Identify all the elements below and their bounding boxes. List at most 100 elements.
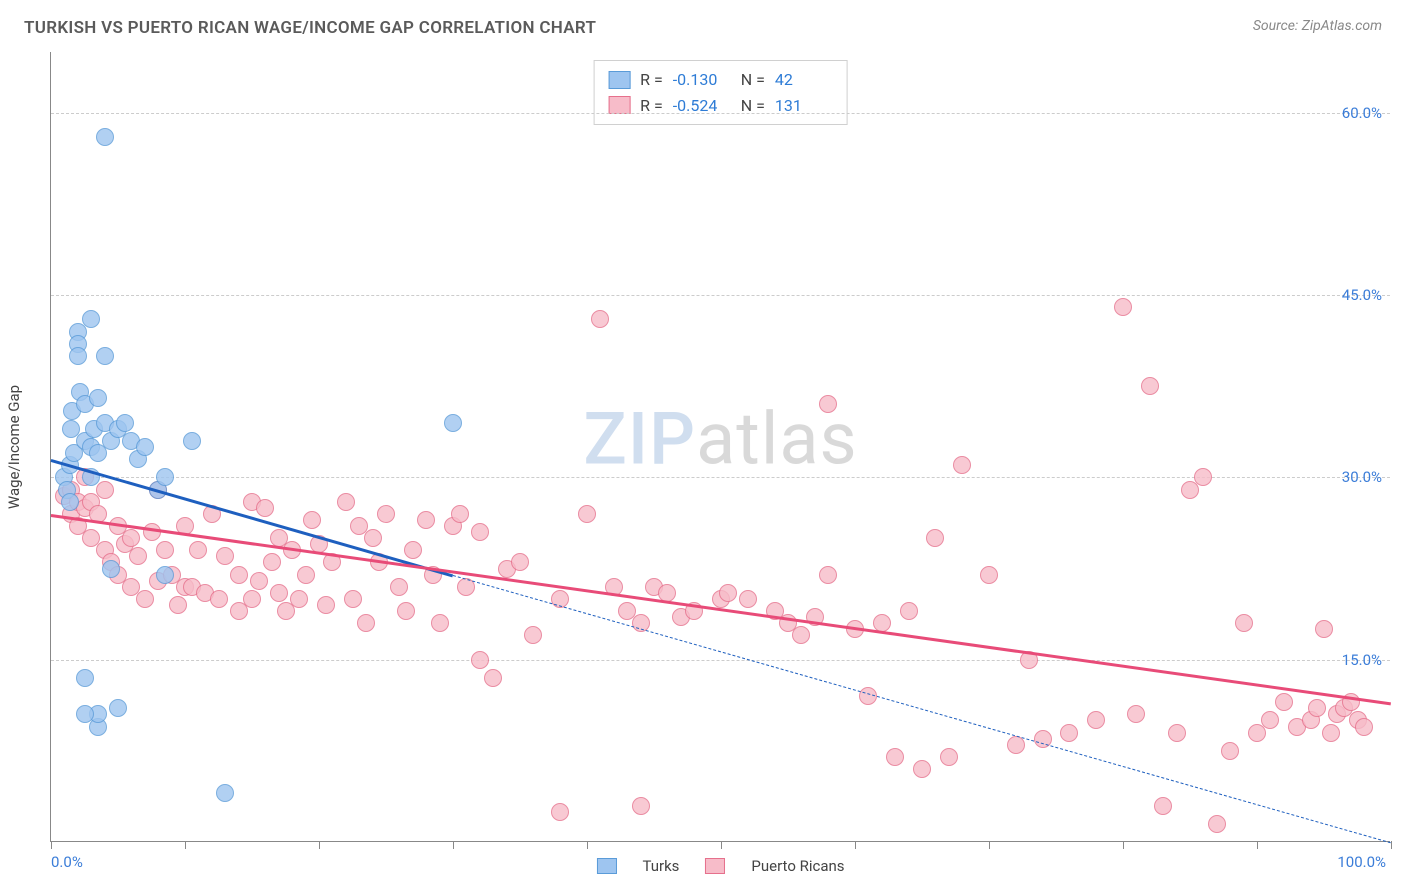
swatch-turks [596,858,616,874]
point-puerto-rican [263,553,281,571]
point-puerto-rican [511,553,529,571]
point-puerto-rican [96,481,114,499]
point-puerto-rican [551,803,569,821]
point-puerto-rican [471,523,489,541]
point-puerto-rican [1154,797,1172,815]
point-turk [156,566,174,584]
xtick-mark [51,841,52,849]
point-puerto-rican [1114,298,1132,316]
watermark-zip: ZIP [583,396,696,481]
legend-row-turks: R = -0.130 N = 42 [608,67,833,93]
point-puerto-rican [122,529,140,547]
point-turk [69,347,87,365]
point-puerto-rican [471,651,489,669]
plot-area: ZIPatlas R = -0.130 N = 42 R = -0.524 N … [50,52,1390,842]
xtick-mark [587,841,588,849]
n-label: N = [741,67,765,93]
n-value-puerto-ricans: 131 [775,93,833,119]
point-puerto-rican [404,541,422,559]
point-puerto-rican [357,614,375,632]
xtick-mark [1257,841,1258,849]
chart-container: Wage/Income Gap ZIPatlas R = -0.130 N = … [50,52,1390,842]
point-puerto-rican [290,590,308,608]
ytick-label: 30.0% [1342,468,1382,486]
point-turk [96,128,114,146]
point-puerto-rican [591,310,609,328]
swatch-turks [608,71,630,89]
point-puerto-rican [250,572,268,590]
point-turk [116,414,134,432]
point-puerto-rican [1127,705,1145,723]
xtick-mark [989,841,990,849]
source-attribution: Source: ZipAtlas.com [1253,18,1382,34]
point-puerto-rican [940,748,958,766]
point-puerto-rican [1261,711,1279,729]
gridline [51,660,1390,661]
point-turk [89,389,107,407]
point-puerto-rican [1141,377,1159,395]
point-puerto-rican [739,590,757,608]
point-puerto-rican [256,499,274,517]
point-puerto-rican [270,584,288,602]
point-puerto-rican [417,511,435,529]
point-puerto-rican [819,395,837,413]
point-puerto-rican [578,505,596,523]
point-puerto-rican [1060,724,1078,742]
point-puerto-rican [364,529,382,547]
point-puerto-rican [210,590,228,608]
ytick-label: 15.0% [1342,651,1382,669]
legend-row-puerto-ricans: R = -0.524 N = 131 [608,93,833,119]
point-puerto-rican [1087,711,1105,729]
point-turk [444,414,462,432]
chart-title: TURKISH VS PUERTO RICAN WAGE/INCOME GAP … [24,18,596,38]
gridline [51,295,1390,296]
point-turk [96,347,114,365]
point-puerto-rican [431,614,449,632]
series-label-puerto-ricans: Puerto Ricans [751,857,844,875]
point-puerto-rican [390,578,408,596]
point-puerto-rican [1315,620,1333,638]
point-puerto-rican [484,669,502,687]
r-label: R = [640,67,663,93]
point-puerto-rican [1322,724,1340,742]
watermark: ZIPatlas [583,396,857,481]
point-puerto-rican [129,547,147,565]
swatch-puerto-ricans [608,96,630,114]
point-puerto-rican [913,760,931,778]
point-puerto-rican [297,566,315,584]
point-puerto-rican [926,529,944,547]
point-puerto-rican [397,602,415,620]
point-puerto-rican [953,456,971,474]
point-puerto-rican [1275,693,1293,711]
xtick-label: 100.0% [1337,853,1386,871]
n-value-turks: 42 [775,67,833,93]
r-value-puerto-ricans: -0.524 [673,93,731,119]
point-turk [61,493,79,511]
xtick-mark [855,841,856,849]
point-puerto-rican [451,505,469,523]
point-puerto-rican [1235,614,1253,632]
gridline [51,113,1390,114]
point-puerto-rican [136,590,154,608]
point-puerto-rican [1208,815,1226,833]
point-turk [82,310,100,328]
y-axis-label: Wage/Income Gap [5,385,23,509]
point-puerto-rican [1221,742,1239,760]
series-legend: Turks Puerto Ricans [596,857,844,875]
point-puerto-rican [230,566,248,584]
xtick-label: 0.0% [51,853,83,871]
point-puerto-rican [792,626,810,644]
point-puerto-rican [344,590,362,608]
series-label-turks: Turks [642,857,679,875]
xtick-mark [453,841,454,849]
point-puerto-rican [216,547,234,565]
correlation-legend: R = -0.130 N = 42 R = -0.524 N = 131 [593,60,848,125]
point-turk [76,669,94,687]
point-puerto-rican [317,596,335,614]
point-puerto-rican [980,566,998,584]
point-turk [102,560,120,578]
regression-puerto-ricans [51,514,1391,705]
point-turk [109,699,127,717]
point-puerto-rican [1355,718,1373,736]
point-puerto-rican [900,602,918,620]
